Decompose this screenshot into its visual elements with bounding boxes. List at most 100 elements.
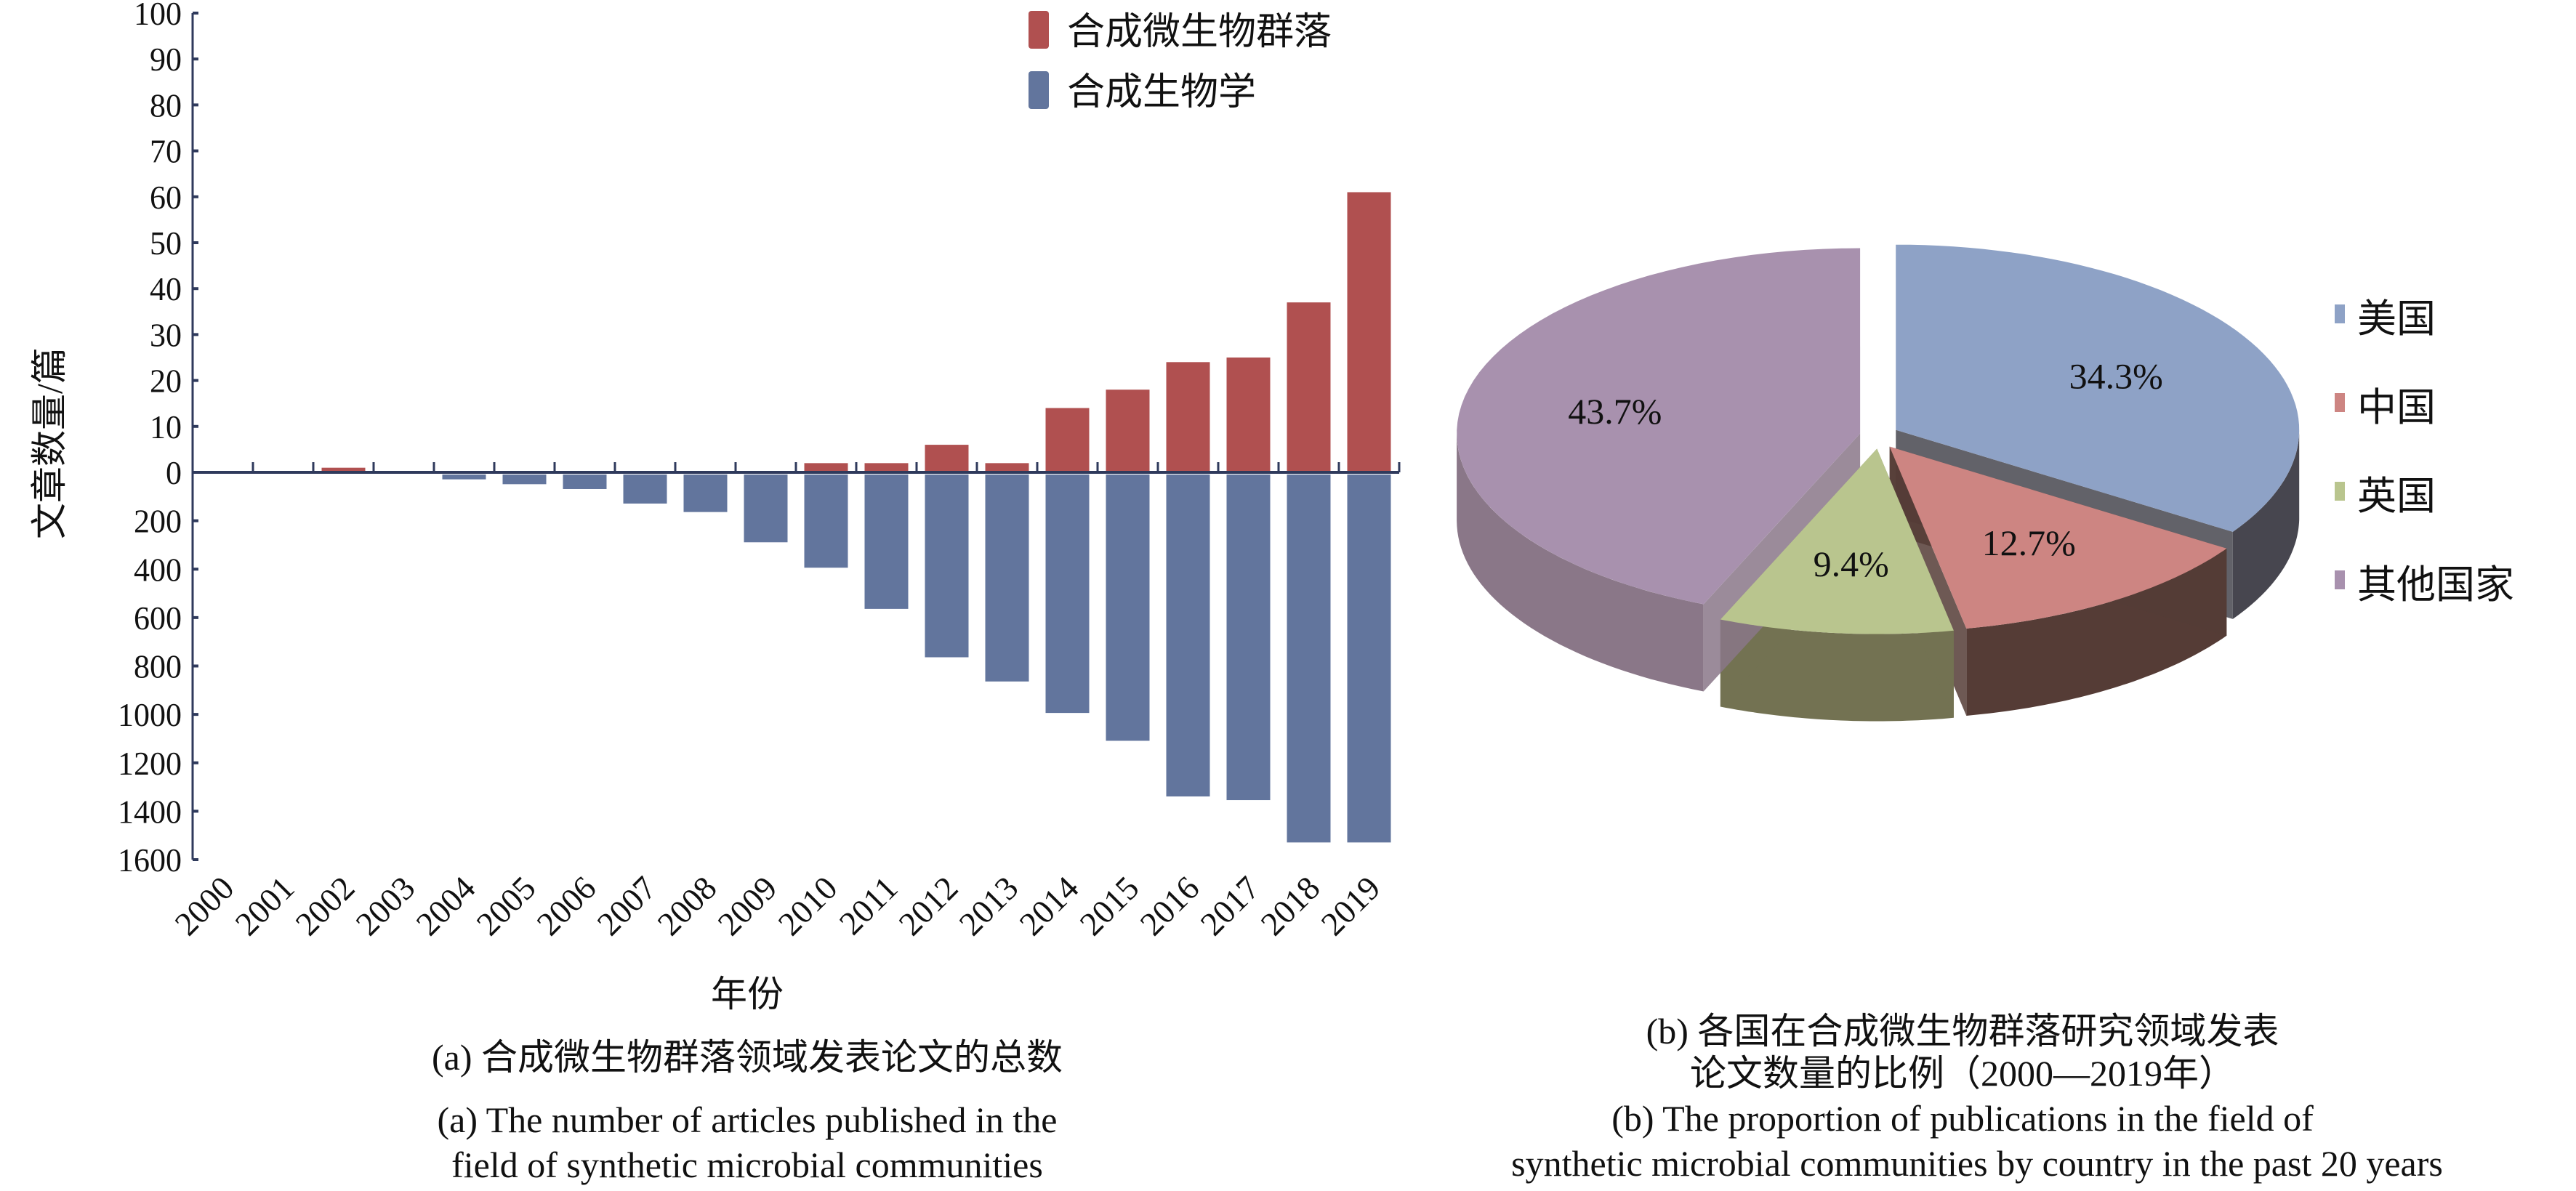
bar-chart: 1009080706050403020100200400600800100012… (29, 0, 1401, 1014)
x-tick-label: 2007 (589, 869, 663, 942)
y-axis-title: 文章数量/篇 (29, 347, 70, 539)
bar-synthetic-biology-2011 (864, 475, 909, 609)
legend-swatch (1029, 11, 1049, 49)
x-tick-label: 2012 (891, 869, 965, 942)
x-tick-label: 2001 (228, 869, 301, 942)
pie-data-label: 9.4% (1814, 544, 1889, 584)
x-tick-label: 2002 (288, 869, 361, 942)
y-tick-label: 20 (150, 363, 182, 400)
x-tick-label: 2019 (1313, 869, 1387, 942)
x-tick-label: 2003 (348, 869, 422, 942)
bar-microbial-community-2013 (985, 463, 1029, 472)
y-tick-label: 40 (150, 270, 182, 307)
legend-label: 美国 (2357, 297, 2436, 341)
bar-microbial-community-2018 (1287, 302, 1331, 472)
y-tick-label: 800 (134, 648, 182, 685)
legend-label: 合成生物学 (1067, 72, 1256, 113)
bar-synthetic-biology-2010 (804, 475, 848, 568)
legend-label: 合成微生物群落 (1067, 12, 1332, 53)
y-tick-label: 1600 (118, 841, 182, 879)
x-axis-title: 年份 (711, 974, 784, 1014)
bar-synthetic-biology-2019 (1347, 475, 1391, 843)
y-tick-label: 1000 (118, 696, 182, 733)
y-tick-label: 30 (150, 316, 182, 353)
bar-microbial-community-2015 (1106, 389, 1150, 472)
bar-synthetic-biology-2008 (683, 475, 728, 512)
legend-swatch (2335, 304, 2345, 323)
y-tick-label: 0 (166, 454, 182, 491)
legend-swatch (1029, 71, 1049, 109)
bar-synthetic-biology-2018 (1287, 475, 1331, 843)
legend-swatch (2335, 570, 2345, 589)
bar-synthetic-biology-2013 (985, 475, 1029, 682)
caption-a-zh: (a) 合成微生物群落领域发表论文的总数 (432, 1037, 1063, 1078)
bar-synthetic-biology-2007 (623, 475, 667, 504)
x-tick-label: 2017 (1193, 869, 1266, 942)
pie-slice-中国 (1889, 446, 2227, 629)
caption-b-zh-line2: 论文数量的比例（2000—2019年） (1690, 1053, 2235, 1094)
caption-b-en-line2: synthetic microbial communities by count… (1511, 1143, 2443, 1184)
x-tick-label: 2016 (1132, 869, 1206, 942)
x-tick-label: 2005 (469, 869, 542, 942)
y-tick-label: 70 (150, 133, 182, 170)
caption-b-zh-line1: (b) 各国在合成微生物群落研究领域发表 (1646, 1011, 2279, 1051)
y-tick-label: 90 (150, 41, 182, 78)
x-tick-label: 2004 (408, 869, 482, 942)
caption-a-en-line1: (a) The number of articles published in … (437, 1099, 1058, 1140)
bar-synthetic-biology-2009 (744, 475, 788, 543)
x-tick-label: 2014 (1012, 869, 1085, 942)
y-tick-label: 10 (150, 408, 182, 445)
legend-label: 英国 (2357, 475, 2436, 518)
x-tick-label: 2011 (832, 869, 905, 942)
bar-synthetic-biology-2015 (1106, 475, 1150, 741)
pie-slice-英国 (1720, 448, 1954, 634)
x-tick-label: 2006 (529, 869, 603, 942)
pie-data-label: 43.7% (1568, 391, 1662, 432)
bar-synthetic-biology-2014 (1045, 475, 1090, 714)
x-tick-label: 2010 (770, 869, 844, 942)
pie-side-英国 (1720, 619, 1954, 722)
pie-slice-其他国家 (1457, 248, 1861, 605)
pie-side-美国 (2232, 429, 2300, 619)
x-tick-label: 2018 (1253, 869, 1327, 942)
bar-synthetic-biology-2005 (502, 475, 547, 485)
bar-synthetic-biology-2017 (1226, 475, 1271, 801)
y-tick-label: 400 (134, 551, 182, 588)
y-tick-label: 1400 (118, 793, 182, 830)
x-tick-label: 2000 (167, 869, 241, 942)
x-tick-label: 2009 (710, 869, 784, 942)
bar-microbial-community-2002 (321, 467, 366, 472)
y-tick-label: 60 (150, 179, 182, 216)
legend-swatch (2335, 393, 2345, 412)
bar-microbial-community-2019 (1347, 192, 1391, 472)
y-tick-label: 600 (134, 599, 182, 637)
x-tick-label: 2013 (951, 869, 1025, 942)
bar-microbial-community-2012 (925, 445, 969, 472)
y-tick-label: 50 (150, 225, 182, 262)
bar-microbial-community-2011 (864, 463, 909, 472)
legend-label: 其他国家 (2357, 563, 2514, 607)
x-tick-label: 2008 (650, 869, 723, 942)
bar-synthetic-biology-2016 (1166, 475, 1210, 797)
pie-slice-美国 (1896, 244, 2300, 532)
caption-b-en-line1: (b) The proportion of publications in th… (1611, 1098, 2314, 1139)
bar-microbial-community-2014 (1045, 408, 1090, 472)
x-tick-label: 2015 (1072, 869, 1146, 942)
legend-swatch (2335, 482, 2345, 501)
bar-synthetic-biology-2012 (925, 475, 969, 658)
pie-side-其他国家 (1457, 433, 1704, 692)
bar-synthetic-biology-2006 (563, 475, 607, 489)
bar-synthetic-biology-2004 (442, 475, 486, 480)
pie-data-label: 12.7% (1982, 522, 2076, 563)
y-tick-label: 1200 (118, 745, 182, 782)
legend-label: 中国 (2357, 386, 2436, 429)
y-tick-label: 100 (134, 0, 182, 32)
y-tick-label: 200 (134, 503, 182, 540)
caption-a-en-line2: field of synthetic microbial communities (451, 1144, 1043, 1185)
bar-microbial-community-2016 (1166, 362, 1210, 472)
bar-microbial-community-2010 (804, 463, 848, 472)
y-tick-label: 80 (150, 86, 182, 124)
pie-data-label: 34.3% (2069, 356, 2163, 397)
